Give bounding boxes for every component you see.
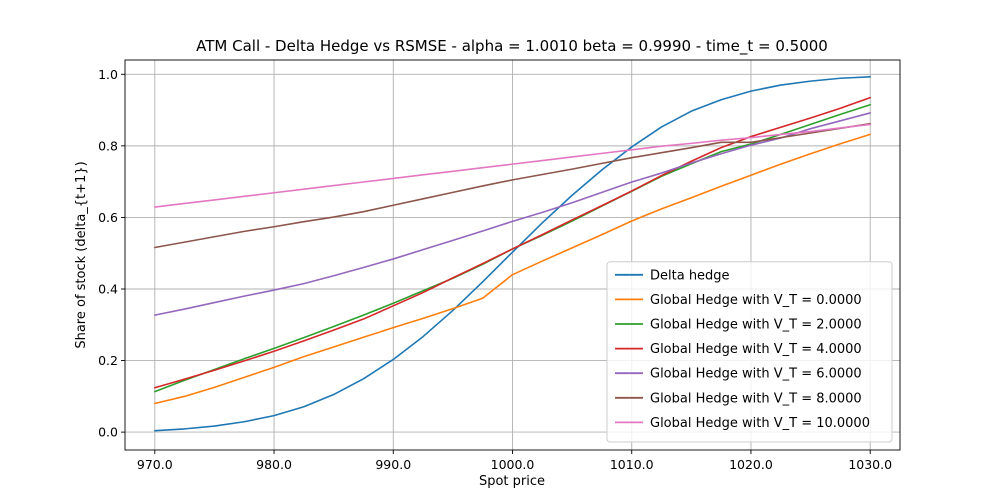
y-tick-label: 0.6 (98, 210, 118, 225)
chart-title: ATM Call - Delta Hedge vs RSMSE - alpha … (196, 37, 828, 56)
legend-label-4: Global Hedge with V_T = 6.0000 (650, 367, 862, 382)
axis-ticks: 970.0 980.0 990.0 1000.0 1010.0 1020.0 1030.0 0… (98, 67, 892, 472)
y-tick-label: 0.4 (98, 281, 118, 296)
y-tick-label: 0.0 (98, 425, 118, 440)
x-tick-label: 980.0 (256, 457, 292, 472)
x-tick-label: 990.0 (375, 457, 411, 472)
series-line-3 (154, 96, 871, 389)
y-tick-label: 0.2 (98, 353, 118, 368)
legend-label-0: Delta hedge (650, 268, 730, 283)
x-tick-label: 1010.0 (610, 457, 654, 472)
plot-lines (154, 76, 871, 432)
series-line-0 (154, 76, 871, 432)
series-line-6 (154, 123, 871, 208)
legend-label-6: Global Hedge with V_T = 10.0000 (650, 416, 870, 431)
y-tick-label: 1.0 (98, 67, 118, 82)
x-tick-label: 1000.0 (491, 457, 535, 472)
legend-label-1: Global Hedge with V_T = 0.0000 (650, 293, 862, 308)
series-line-5 (154, 122, 871, 249)
legend-label-3: Global Hedge with V_T = 4.0000 (650, 342, 862, 357)
y-tick-label: 0.8 (98, 138, 118, 153)
legend-label-5: Global Hedge with V_T = 8.0000 (650, 391, 862, 406)
x-tick-label: 1030.0 (848, 457, 892, 472)
legend-label-2: Global Hedge with V_T = 2.0000 (650, 318, 862, 333)
x-axis-label: Spot price (479, 474, 545, 489)
x-tick-label: 1020.0 (729, 457, 773, 472)
legend-box (606, 261, 893, 443)
series-line-4 (154, 112, 871, 316)
legend: Delta hedge Global Hedge with V_T = 0.000… (606, 261, 893, 443)
y-axis-label: Share of stock (delta_{t+1}) (74, 161, 89, 348)
x-tick-label: 970.0 (137, 457, 173, 472)
series-line-1 (154, 133, 871, 405)
